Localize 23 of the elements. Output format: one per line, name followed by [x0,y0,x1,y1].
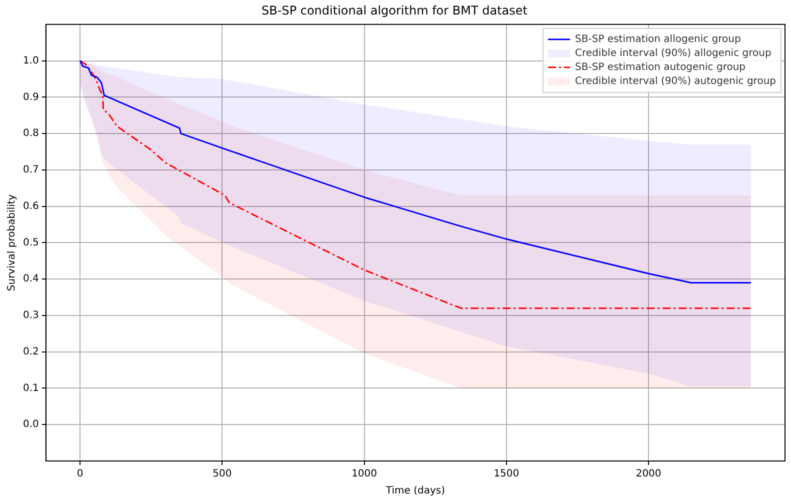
y-tick-label: 1.0 [22,55,39,66]
y-tick-label: 0.5 [22,237,39,248]
x-tick-label: 2000 [636,468,662,480]
y-tick-label: 0.7 [22,164,39,176]
legend-label: Credible interval (90%) allogenic group [575,48,772,59]
x-tick-label: 0 [76,468,84,480]
y-tick-label: 0.4 [22,274,39,285]
x-tick-label: 1500 [494,468,520,480]
legend-label: Credible interval (90%) autogenic group [575,76,776,87]
x-axis-title: Time (days) [384,486,446,497]
y-axis-title: Survival probability [6,194,18,292]
chart-title: SB-SP conditional algorithm for BMT dataset [262,3,528,18]
y-tick-label: 0.0 [22,419,39,430]
y-tick-label: 0.3 [22,310,39,322]
y-tick-label: 0.1 [22,382,39,394]
x-tick-label: 500 [212,468,232,480]
y-tick-label: 0.6 [22,200,39,212]
legend-label: SB-SP estimation autogenic group [575,62,746,73]
y-tick-label: 0.2 [22,346,39,358]
y-tick-label: 0.9 [22,92,39,103]
legend-label: SB-SP estimation allogenic group [575,34,741,45]
x-tick-label: 1000 [352,468,378,480]
y-tick-label: 0.8 [22,128,39,140]
